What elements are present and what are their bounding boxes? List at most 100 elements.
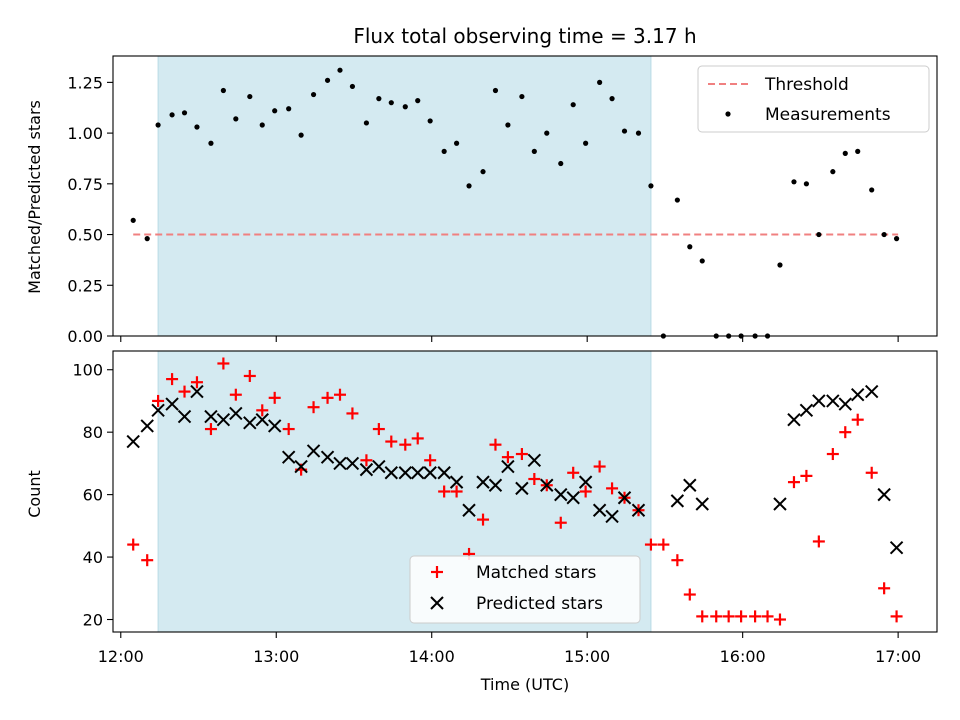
matched-star-point <box>657 538 670 551</box>
measurement-point <box>621 128 628 134</box>
measurement-point <box>310 91 317 98</box>
predicted-star-point <box>683 478 697 492</box>
predicted-star-point <box>372 459 386 474</box>
measurement-point <box>363 120 370 126</box>
measurement-point <box>674 197 680 203</box>
matched-star-point <box>865 466 878 479</box>
measurement-point <box>155 122 161 128</box>
predicted-star-point <box>501 459 515 474</box>
measurement-point <box>388 100 394 106</box>
measurement-point <box>233 116 239 122</box>
measurement-point <box>855 148 861 154</box>
matched-star-point <box>644 538 657 551</box>
predicted-star-point <box>449 475 464 489</box>
measurement-point <box>415 98 421 104</box>
matched-star-point <box>722 610 735 623</box>
predicted-star-point <box>216 412 231 427</box>
matched-star-point <box>787 476 800 489</box>
matched-star-point <box>567 466 580 479</box>
predicted-star-point <box>515 481 529 496</box>
measurement-point <box>803 181 810 187</box>
measurement-point <box>272 108 278 114</box>
measurement-point <box>597 79 603 85</box>
matched-star-point <box>800 469 813 482</box>
matched-star-point <box>851 413 864 426</box>
predicted-star-point <box>320 450 335 464</box>
measurement-point <box>893 236 900 242</box>
matched-star-point <box>268 391 281 404</box>
measurement-point <box>519 93 525 100</box>
top-y-axis-label: Matched/Predicted stars <box>25 100 44 294</box>
measurement-point <box>791 179 797 185</box>
matched-star-point <box>749 610 762 623</box>
predicted-star-point <box>333 456 347 471</box>
measurement-point <box>286 106 292 112</box>
predicted-star-point <box>631 503 646 517</box>
measurement-point <box>635 130 642 136</box>
matched-star-point <box>710 610 723 623</box>
bottom-y-tick-label: 20 <box>83 611 103 630</box>
top-y-tick-label: 1.25 <box>67 73 103 92</box>
predicted-star-point <box>799 403 814 418</box>
measurement-point <box>842 150 848 156</box>
measurement-point <box>583 140 589 146</box>
matched-star-point <box>229 388 242 401</box>
matched-star-point <box>307 401 320 414</box>
measurement-point <box>453 140 460 146</box>
matched-star-point <box>166 373 179 386</box>
bottom-legend: Matched stars Predicted stars <box>409 555 641 624</box>
bottom-y-tick-label: 60 <box>83 486 103 505</box>
matched-star-point <box>190 376 203 389</box>
predicted-star-point <box>476 475 490 489</box>
predicted-star-point <box>294 459 308 474</box>
legend-predicted-swatch <box>430 596 444 610</box>
predicted-star-point <box>384 466 399 480</box>
matched-star-point <box>696 610 709 623</box>
predicted-star-point <box>345 456 360 471</box>
matched-star-point <box>735 610 748 623</box>
matched-star-point <box>773 613 786 626</box>
predicted-star-point <box>255 412 269 427</box>
matched-star-point <box>256 404 269 417</box>
bottom-plot-frame <box>112 350 938 633</box>
top-panel: 0.00 0.25 0.50 0.75 1.00 1.25 Flux total obse… <box>25 24 938 346</box>
measurement-point <box>130 217 136 223</box>
matched-star-point <box>424 454 437 467</box>
top-plot-frame <box>112 55 938 337</box>
predicted-star-point <box>605 509 619 524</box>
predicted-star-point <box>359 462 374 477</box>
matched-star-point <box>683 588 696 601</box>
measurement-point <box>558 160 564 167</box>
predicted-star-point <box>437 466 451 480</box>
predicted-star-point <box>812 394 826 408</box>
matched-star-point <box>671 554 684 567</box>
measurement-point <box>699 258 705 264</box>
measurement-point <box>830 169 836 175</box>
predicted-star-point <box>423 466 437 480</box>
predicted-star-point <box>889 540 904 555</box>
predicted-star-point <box>267 419 282 433</box>
predicted-star-point <box>578 475 593 489</box>
matched-star-point <box>477 513 490 526</box>
legend-threshold-label: Threshold <box>764 75 849 95</box>
measurement-point <box>466 183 472 189</box>
top-y-tick-label: 0.25 <box>67 276 103 295</box>
predicted-star-point <box>695 497 709 511</box>
predicted-star-point <box>243 416 257 430</box>
predicted-star-point <box>670 494 685 508</box>
matched-star-point <box>152 394 165 407</box>
matched-star-point <box>127 538 140 551</box>
measurement-point <box>777 262 783 268</box>
predicted-star-point <box>398 466 412 480</box>
measurement-point <box>492 87 499 94</box>
matched-star-point <box>579 485 592 498</box>
measurement-point <box>324 77 331 83</box>
x-tick-label: 14:00 <box>409 647 455 666</box>
predicted-star-point <box>140 419 154 433</box>
predicted-star-point <box>592 503 607 517</box>
predicted-star-point <box>617 491 632 505</box>
measurement-point <box>531 148 537 154</box>
predicted-star-point <box>126 434 140 449</box>
matched-star-point <box>890 610 903 623</box>
